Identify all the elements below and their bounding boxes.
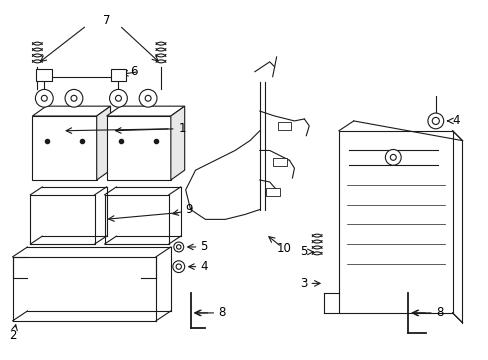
- Bar: [110, 69, 126, 81]
- Circle shape: [173, 242, 183, 252]
- Polygon shape: [106, 106, 184, 116]
- Text: 7: 7: [102, 14, 110, 27]
- Circle shape: [65, 89, 82, 107]
- Bar: [106, 116, 170, 180]
- Text: 8: 8: [435, 306, 442, 319]
- Text: 4: 4: [452, 114, 459, 127]
- Circle shape: [109, 89, 127, 107]
- Circle shape: [176, 245, 181, 249]
- Text: 3: 3: [299, 277, 306, 290]
- Bar: [265, 188, 279, 196]
- Circle shape: [172, 261, 184, 273]
- Bar: [277, 122, 291, 130]
- Text: 9: 9: [184, 203, 192, 216]
- Circle shape: [389, 154, 395, 160]
- Circle shape: [139, 89, 157, 107]
- Text: 2: 2: [9, 329, 17, 342]
- Bar: [338, 131, 452, 313]
- Circle shape: [145, 95, 151, 101]
- Circle shape: [427, 113, 443, 129]
- Circle shape: [35, 89, 53, 107]
- Circle shape: [115, 95, 121, 101]
- Polygon shape: [32, 106, 110, 116]
- Text: 6: 6: [130, 65, 138, 78]
- Polygon shape: [97, 106, 110, 180]
- Bar: [272, 158, 286, 166]
- Text: 5: 5: [200, 240, 207, 253]
- Text: 1: 1: [179, 122, 186, 135]
- Bar: [36, 69, 52, 81]
- Circle shape: [385, 149, 400, 165]
- Circle shape: [71, 95, 77, 101]
- Circle shape: [176, 264, 181, 269]
- Polygon shape: [170, 106, 184, 180]
- Text: 8: 8: [218, 306, 225, 319]
- Text: 5: 5: [299, 246, 306, 258]
- Circle shape: [431, 117, 438, 125]
- Text: 4: 4: [200, 260, 207, 273]
- Circle shape: [41, 95, 47, 101]
- Bar: [32, 116, 97, 180]
- Text: 10: 10: [277, 242, 291, 255]
